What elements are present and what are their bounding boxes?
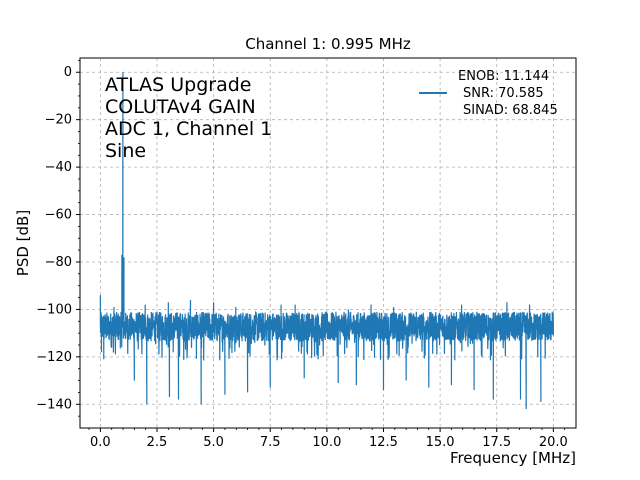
x-tick-label: 17.5 <box>482 435 511 450</box>
x-tick-label: 15.0 <box>426 435 455 450</box>
y-axis-label: PSD [dB] <box>14 210 32 276</box>
y-tick-label: −60 <box>45 208 72 223</box>
legend-line-sinad: SINAD: 68.845 <box>463 103 558 118</box>
x-tick-label: 20.0 <box>539 435 568 450</box>
x-tick-label: 7.5 <box>260 435 281 450</box>
x-tick-label: 12.5 <box>369 435 398 450</box>
legend-line-snr: SNR: 70.585 <box>463 86 544 101</box>
x-tick-label: 0.0 <box>90 435 111 450</box>
annotation-block: ATLAS Upgrade COLUTAv4 GAIN ADC 1, Chann… <box>105 74 272 162</box>
data-area <box>99 72 554 410</box>
annotation-line-3: ADC 1, Channel 1 <box>105 118 272 140</box>
annotation-line-2: COLUTAv4 GAIN <box>105 96 256 118</box>
x-tick-label: 5.0 <box>203 435 224 450</box>
y-tick-label: −40 <box>45 160 72 175</box>
legend: ENOB: 11.144 SNR: 70.585 SINAD: 68.845 <box>419 69 558 118</box>
plot-frame <box>79 57 577 429</box>
x-axis-label: Frequency [MHz] <box>450 449 576 467</box>
y-tick-label: 0 <box>64 65 72 80</box>
x-axis: 0.0 2.5 5.0 7.5 10.0 12.5 15.0 17.5 20.0 <box>88 428 568 450</box>
y-axis: 0 −20 −40 −60 −80 −100 −120 −140 <box>36 59 80 417</box>
series-line <box>99 72 554 410</box>
y-tick-label: −140 <box>36 397 72 412</box>
annotation-line-1: ATLAS Upgrade <box>105 74 251 96</box>
annotation-line-4: Sine <box>105 140 146 162</box>
y-tick-label: −120 <box>36 350 72 365</box>
chart-title: Channel 1: 0.995 MHz <box>245 35 411 53</box>
x-tick-label: 10.0 <box>312 435 341 450</box>
y-tick-label: −80 <box>45 255 72 270</box>
legend-line-enob: ENOB: 11.144 <box>458 69 549 84</box>
x-tick-label: 2.5 <box>147 435 168 450</box>
y-tick-label: −100 <box>36 302 72 317</box>
y-tick-label: −20 <box>45 113 72 128</box>
